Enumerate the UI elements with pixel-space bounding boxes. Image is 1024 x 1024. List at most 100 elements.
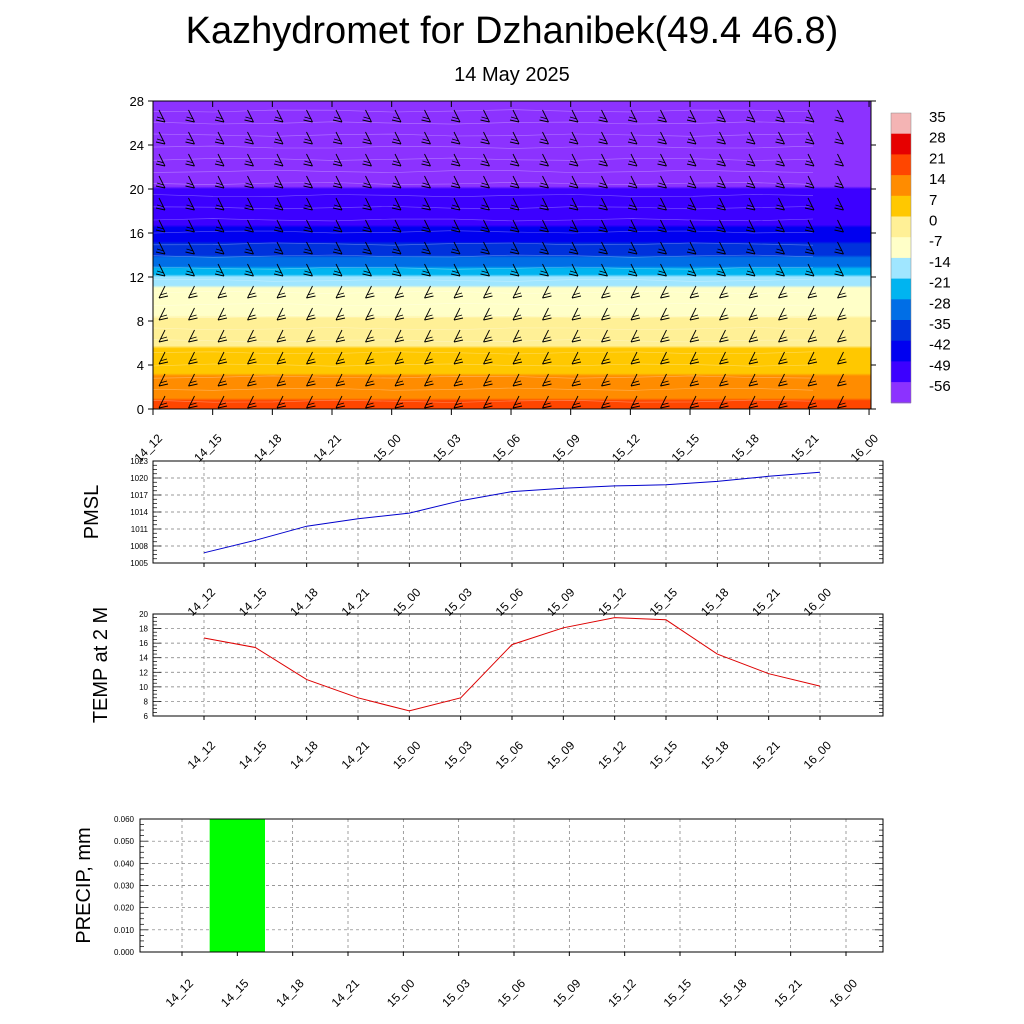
wind-barb	[627, 175, 638, 189]
y-tick-label: 8	[144, 697, 149, 706]
colorbar-swatch	[891, 195, 911, 217]
contour-line	[152, 327, 814, 331]
x-tick-label: 15_09	[549, 431, 583, 465]
x-tick-label: 14_15	[236, 738, 270, 772]
wind-barb	[834, 219, 844, 233]
wind-barb	[571, 285, 582, 299]
wind-barb	[244, 175, 254, 189]
wind-barb	[568, 197, 579, 211]
colorbar-swatch	[891, 361, 911, 383]
precip-bar	[209, 819, 265, 952]
colorbar-swatch	[891, 133, 911, 155]
wind-barb	[424, 373, 434, 387]
wind-barb	[571, 373, 582, 387]
wind-barb	[542, 329, 552, 343]
wind-barb	[214, 197, 225, 211]
wind-barb	[837, 307, 847, 321]
wind-barb	[598, 109, 608, 123]
wind-barb	[686, 175, 697, 189]
wind-barb	[834, 131, 844, 145]
wind-barb	[424, 351, 434, 365]
wind-barb	[362, 131, 372, 145]
wind-barb	[158, 307, 169, 321]
wind-barb	[158, 285, 169, 299]
wind-barb	[807, 351, 818, 365]
y-tick-label: 1023	[130, 457, 148, 466]
wind-barb	[804, 131, 815, 145]
wind-barb	[509, 153, 520, 167]
wind-barb	[421, 263, 431, 277]
x-tick-label: 14_18	[287, 738, 321, 772]
colorbar-label: -21	[929, 275, 951, 292]
wind-barb	[657, 219, 667, 233]
colorbar-swatch	[891, 257, 911, 280]
wind-barb	[394, 329, 405, 343]
wind-barb	[480, 197, 490, 211]
y-tick-label: 1011	[131, 525, 149, 534]
wind-barb	[657, 175, 667, 189]
colorbar-label: 0	[929, 213, 937, 230]
wind-barb	[539, 197, 549, 211]
wind-barb	[394, 351, 405, 365]
wind-barb	[689, 373, 700, 387]
y-tick-label: 0.000	[114, 948, 135, 957]
wind-barb	[483, 285, 493, 299]
contour-line	[152, 169, 814, 173]
wind-barb	[247, 373, 257, 387]
wind-barb	[568, 175, 579, 189]
y-tick-label: 12	[139, 668, 148, 677]
wind-barb	[627, 153, 638, 167]
wind-barb	[568, 263, 579, 277]
wind-barb	[303, 197, 313, 211]
wind-barb	[450, 197, 461, 211]
wind-barb	[627, 219, 638, 233]
colorbar-label: -14	[929, 254, 951, 271]
wind-barb	[512, 373, 523, 387]
wind-barb	[450, 131, 461, 145]
wind-barb	[807, 395, 818, 409]
wind-barb	[453, 373, 464, 387]
x-tick-label: 14_15	[218, 976, 252, 1010]
colorbar-label: -49	[929, 357, 951, 374]
wind-barb	[804, 219, 815, 233]
wind-barb	[306, 351, 316, 365]
y-tick-label: 1017	[130, 491, 148, 500]
wind-barb	[217, 395, 228, 409]
wind-barb	[394, 307, 405, 321]
wind-barb	[542, 373, 552, 387]
wind-barb	[185, 241, 195, 255]
x-tick-label: 14_18	[273, 976, 307, 1010]
wind-barb	[598, 197, 608, 211]
wind-barb	[188, 329, 198, 343]
wind-barb	[185, 197, 195, 211]
y-tick-label: 0.060	[114, 815, 135, 824]
wind-barb	[480, 131, 490, 145]
wind-barb	[807, 285, 818, 299]
wind-barb	[273, 197, 284, 211]
wind-barb	[512, 307, 523, 321]
wind-barb	[686, 109, 697, 123]
y-tick-label: 0.020	[114, 904, 135, 913]
wind-barb	[689, 285, 700, 299]
wind-barb	[775, 175, 785, 189]
wind-barb	[660, 351, 670, 365]
wind-barb	[155, 241, 166, 255]
wind-barb	[421, 219, 431, 233]
wind-barb	[185, 131, 195, 145]
contour-line	[152, 375, 814, 379]
y-tick-label: 0.040	[114, 859, 135, 868]
wind-barb	[748, 373, 759, 387]
wind-barb	[332, 175, 343, 189]
wind-barb	[450, 109, 461, 123]
wind-barb	[453, 395, 464, 409]
wind-barb	[365, 329, 375, 343]
wind-barb	[155, 153, 166, 167]
wind-barb	[424, 307, 434, 321]
wind-barb	[362, 197, 372, 211]
x-tick-label: 15_12	[605, 976, 639, 1010]
wind-barb	[601, 329, 611, 343]
contour-line	[152, 242, 814, 246]
wind-barb	[512, 285, 523, 299]
y-tick-label: 8	[137, 314, 144, 329]
wind-barb	[303, 263, 313, 277]
